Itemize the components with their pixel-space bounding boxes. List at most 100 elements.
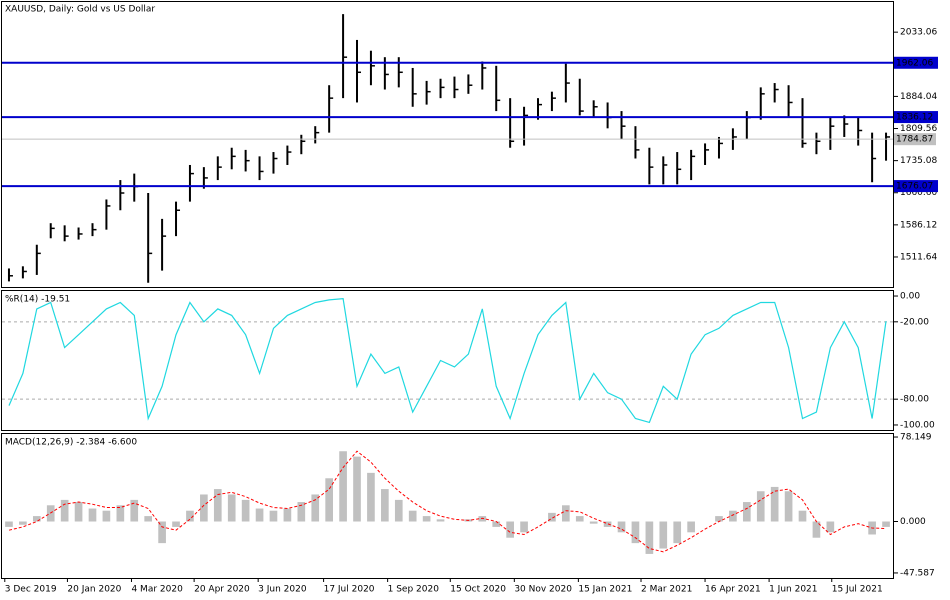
y-tick-label: 0.00 (900, 292, 920, 302)
y-tick-label: -100.00 (900, 420, 935, 430)
macd-bar (88, 508, 97, 522)
wr-panel (1, 290, 894, 431)
macd-bar (506, 521, 514, 538)
macd-bar (548, 512, 556, 522)
macd-bar (255, 508, 264, 522)
macd-bar (436, 519, 445, 522)
macd-bar (603, 521, 612, 527)
indicator-title: MACD(12,26,9) -2.384 -6.600 (5, 438, 137, 448)
macd-bar (575, 516, 584, 522)
macd-bar (19, 521, 27, 525)
y-tick-label: -20.00 (900, 317, 929, 327)
macd-bar (158, 521, 166, 544)
macd-bar (227, 494, 236, 522)
y-tick-label: 1511.64 (900, 252, 937, 262)
x-tick-label: 1 Sep 2020 (388, 585, 440, 595)
macd-bar (200, 494, 208, 522)
y-tick-label: 1735.08 (900, 156, 937, 166)
x-tick-label: 15 Jul 2021 (832, 585, 883, 595)
macd-bar (283, 508, 292, 522)
macd-bar (631, 521, 640, 544)
macd-bar (213, 489, 222, 522)
macd-bar (520, 521, 528, 533)
macd-bar (394, 499, 403, 522)
y-tick-label: 1586.12 (900, 220, 937, 230)
macd-bar (367, 472, 375, 522)
x-tick-label: 1 Jun 2021 (769, 585, 817, 595)
macd-bar (687, 521, 695, 533)
price-panel (1, 1, 894, 288)
level-label: 1962.06 (896, 58, 933, 68)
signal-line (8, 450, 887, 553)
macd-bar (144, 516, 153, 522)
x-tick-label: 3 Jun 2020 (258, 585, 307, 595)
macd-bar (172, 521, 180, 527)
macd-bar (770, 486, 779, 522)
macd-bar (5, 521, 13, 527)
last-price-box (894, 133, 936, 146)
x-tick-label: 15 Jan 2021 (578, 585, 632, 595)
y-tick-label: -80.00 (900, 395, 929, 405)
macd-bar (32, 516, 41, 522)
y-tick-label: 0.000 (900, 517, 926, 527)
macd-bar (408, 510, 417, 522)
y-tick-label: 1809.56 (900, 124, 937, 134)
y-tick-label: 78.149 (900, 433, 932, 443)
macd-bar (589, 521, 598, 524)
x-tick-label: 2 Mar 2021 (641, 585, 692, 595)
x-tick-label: 20 Apr 2020 (194, 585, 250, 595)
macd-bar (715, 516, 723, 522)
y-tick-label: 2033.06 (900, 28, 937, 38)
macd-bar (130, 499, 139, 522)
macd-bar (116, 505, 125, 522)
macd-bar (673, 521, 682, 544)
macd-bar (269, 510, 278, 522)
macd-bar (74, 502, 83, 522)
macd-bar (325, 478, 333, 522)
level-label: 1676.07 (896, 182, 933, 192)
x-tick-label: 20 Jan 2020 (67, 585, 121, 595)
y-tick-label: 1884.04 (900, 92, 937, 102)
x-tick-label: 4 Mar 2020 (131, 585, 183, 595)
macd-bar (784, 491, 793, 522)
level-box (894, 56, 938, 69)
macd-bar (339, 451, 347, 522)
macd-bar (492, 521, 501, 527)
x-tick-label: 30 Nov 2020 (514, 585, 572, 595)
level-box (894, 180, 938, 193)
macd-bar (102, 510, 111, 522)
indicator-title: %R(14) -19.51 (5, 295, 70, 305)
macd-bar (353, 456, 361, 522)
macd-bar (826, 521, 835, 533)
macd-bar (742, 502, 751, 522)
macd-bar (882, 521, 890, 527)
macd-bar (241, 499, 250, 522)
macd-bar (381, 489, 389, 522)
macd-bar (186, 510, 194, 522)
macd-bar (311, 494, 320, 522)
y-tick-label: -47.587 (900, 568, 935, 578)
macd-bar (729, 510, 737, 522)
macd-bar (617, 521, 626, 533)
macd-bar (798, 510, 807, 522)
macd-bar (562, 505, 570, 522)
x-tick-label: 15 Oct 2020 (450, 585, 506, 595)
macd-bar (297, 502, 306, 522)
macd-bar (659, 521, 668, 549)
macd-bar (60, 499, 69, 522)
level-label: 1836.12 (896, 113, 933, 123)
wr-line (8, 297, 887, 424)
y-tick-label: 1660.60 (900, 188, 937, 198)
chart-title: XAUUSD, Daily: Gold vs US Dollar (5, 5, 155, 15)
macd-bar (812, 521, 821, 538)
level-box (894, 111, 938, 124)
x-tick-label: 17 Jul 2020 (324, 585, 375, 595)
macd-panel (1, 433, 894, 579)
x-tick-label: 16 Apr 2021 (705, 585, 761, 595)
last-price-label: 1784.87 (896, 135, 933, 145)
macd-bar (422, 516, 431, 522)
macd-bar (645, 521, 654, 554)
x-tick-label: 3 Dec 2019 (5, 585, 57, 595)
